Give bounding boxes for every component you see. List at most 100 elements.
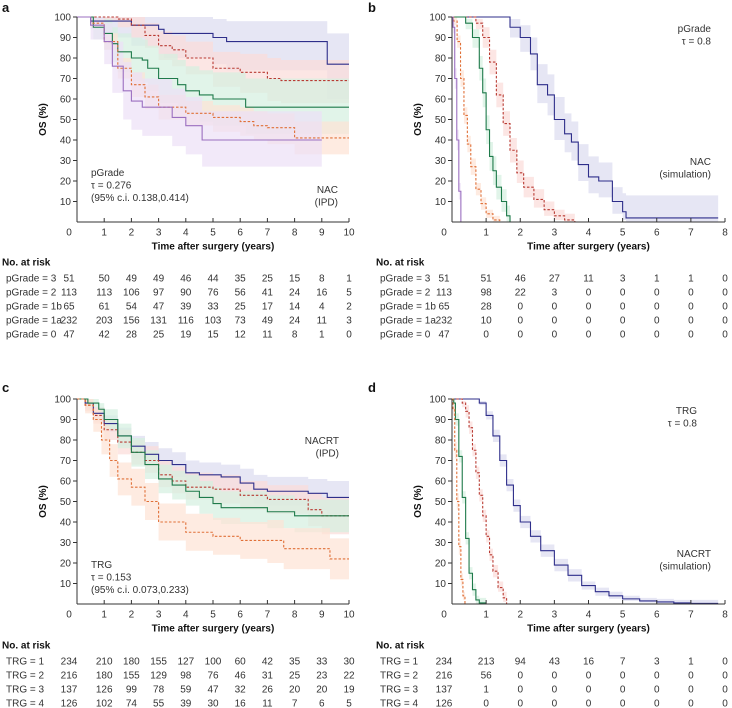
y-tick-label: 10: [60, 579, 72, 590]
annotation-cohort: NAC: [317, 185, 338, 196]
risk-cell: 0: [620, 330, 626, 341]
y-tick-label: 50: [435, 497, 447, 508]
risk-cell: 113: [96, 288, 112, 299]
risk-cell: 7: [292, 699, 298, 708]
risk-cell: 8: [319, 274, 325, 285]
risk-cell: 113: [61, 288, 77, 299]
x-tick-label: 8: [292, 228, 298, 239]
y-tick-label: 40: [60, 136, 72, 147]
risk-row-label: pGrade = 2: [380, 288, 431, 299]
y-tick-label: 100: [429, 13, 446, 24]
x-tick-label: 8: [722, 228, 728, 239]
ci-band-trg3: [77, 399, 349, 533]
risk-table-header: No. at risk: [376, 258, 425, 269]
risk-cell: 0: [552, 685, 558, 696]
risk-cell: 0: [552, 302, 558, 313]
panel-letter: b: [368, 0, 376, 15]
risk-cell: 0: [517, 699, 523, 708]
risk-cell: 0: [688, 302, 694, 313]
x-tick-label: 6: [237, 228, 243, 239]
survival-curve-trg2: [77, 398, 349, 517]
risk-cell: 50: [99, 274, 111, 285]
risk-cell: 3: [552, 288, 558, 299]
risk-cell: 46: [235, 671, 247, 682]
risk-cell: 90: [180, 288, 192, 299]
risk-cell: 0: [722, 316, 728, 327]
risk-cell: 0: [586, 316, 592, 327]
y-tick-label: 70: [435, 456, 447, 467]
risk-cell: 0: [586, 330, 592, 341]
risk-cell: 137: [61, 685, 78, 696]
x-axis-title: Time after surgery (years): [527, 242, 650, 253]
risk-cell: 49: [126, 274, 138, 285]
risk-row-label: TRG = 2: [380, 671, 419, 682]
risk-cell: 19: [180, 330, 192, 341]
ci-band-pgrade0: [77, 17, 322, 167]
risk-cell: 51: [481, 274, 493, 285]
risk-row-label: pGrade = 2: [6, 288, 57, 299]
risk-row-label: TRG = 3: [6, 685, 45, 696]
risk-cell: 102: [96, 699, 113, 708]
risk-cell: 16: [583, 657, 595, 668]
confidence-bands: [452, 399, 719, 604]
x-tick-label: 1: [101, 610, 107, 621]
risk-cell: 14: [289, 302, 301, 313]
risk-cell: 98: [180, 671, 192, 682]
risk-row-label: pGrade = 3: [380, 274, 431, 285]
risk-cell: 3: [654, 657, 660, 668]
y-axis-title: OS (%): [38, 485, 49, 518]
x-tick-label: 3: [552, 228, 558, 239]
risk-cell: 0: [517, 671, 523, 682]
risk-cell: 51: [63, 274, 75, 285]
risk-cell: 26: [262, 685, 274, 696]
risk-cell: 0: [722, 302, 728, 313]
risk-cell: 0: [517, 302, 523, 313]
risk-cell: 35: [235, 274, 247, 285]
risk-cell: 10: [481, 316, 493, 327]
risk-cell: 0: [688, 288, 694, 299]
risk-cell: 0: [722, 699, 728, 708]
risk-cell: 7: [620, 657, 626, 668]
y-tick-label: 30: [60, 156, 72, 167]
confidence-bands: [77, 17, 349, 167]
x-tick-label: 0: [441, 228, 447, 239]
annotation-cohort: (simulation): [659, 562, 711, 573]
x-tick-label: 0: [66, 228, 72, 239]
y-tick-label: 20: [435, 177, 447, 188]
risk-cell: 234: [61, 657, 78, 668]
risk-cell: 156: [123, 316, 140, 327]
panel-letter: a: [2, 0, 10, 15]
risk-cell: 22: [515, 288, 527, 299]
y-tick-label: 60: [60, 95, 72, 106]
risk-row-label: TRG = 1: [6, 657, 45, 668]
risk-cell: 0: [688, 699, 694, 708]
x-tick-label: 2: [517, 228, 523, 239]
y-tick-label: 30: [60, 538, 72, 549]
risk-row-label: pGrade = 0: [380, 330, 431, 341]
risk-row-label: TRG = 4: [6, 699, 45, 708]
y-tick-label: 90: [60, 33, 72, 44]
x-tick-label: 6: [654, 228, 660, 239]
x-tick-label: 9: [319, 228, 325, 239]
risk-cell: 0: [483, 699, 489, 708]
ci-band-trg1: [77, 399, 349, 514]
risk-cell: 54: [126, 302, 138, 313]
risk-cell: 1: [688, 274, 694, 285]
risk-cell: 25: [262, 274, 274, 285]
risk-cell: 0: [688, 316, 694, 327]
risk-cell: 20: [289, 685, 301, 696]
risk-cell: 0: [552, 699, 558, 708]
annotation-cohort: NACRT: [305, 436, 339, 447]
annotation-method: τ = 0.8: [682, 37, 712, 48]
survival-curve-trg4: [452, 398, 466, 604]
ci-band-trg4: [77, 399, 349, 580]
risk-cell: 234: [436, 657, 453, 668]
x-tick-label: 4: [586, 228, 592, 239]
x-tick-label: 10: [343, 610, 355, 621]
risk-cell: 35: [289, 657, 301, 668]
risk-cell: 8: [292, 330, 298, 341]
risk-cell: 27: [549, 274, 561, 285]
confidence-bands: [452, 17, 719, 222]
